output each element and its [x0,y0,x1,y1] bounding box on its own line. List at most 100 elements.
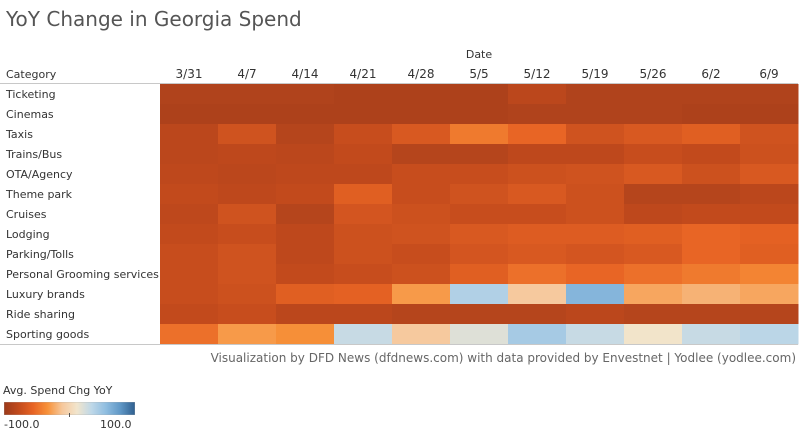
heatmap-cell [392,104,451,125]
y-tick-label: Personal Grooming services [6,268,159,281]
heatmap-cell [218,204,277,225]
heatmap-cell [334,124,393,145]
heatmap-cell [566,84,625,105]
heatmap-cell [682,264,741,285]
heatmap-cell [450,124,509,145]
heatmap-cell [450,144,509,165]
heatmap-cell [508,84,567,105]
heatmap-cell [276,144,335,165]
heatmap-cell [682,324,741,345]
heatmap-cell [276,244,335,265]
heatmap-cell [276,264,335,285]
heatmap-cell [160,204,219,225]
heatmap-cell [740,284,799,305]
heatmap-cell [334,244,393,265]
heatmap-cell [450,224,509,245]
heatmap-cell [624,124,683,145]
heatmap-cell [334,184,393,205]
heatmap-cell [624,164,683,185]
y-tick-label: Ticketing [5,88,56,101]
heatmap-cell [740,264,799,285]
heatmap-cell [392,144,451,165]
x-tick-label: 6/9 [759,67,778,81]
y-tick-label: Cinemas [6,108,54,121]
heatmap-cell [566,144,625,165]
heatmap-cell [624,84,683,105]
heatmap-cell [740,84,799,105]
y-tick-label: Trains/Bus [5,148,62,161]
heatmap-cell [508,124,567,145]
heatmap-cell [276,304,335,325]
heatmap-cell [566,164,625,185]
heatmap-cell [276,204,335,225]
heatmap-cell [392,284,451,305]
heatmap-cell [624,104,683,125]
heatmap-cell [392,324,451,345]
heatmap-cell [740,304,799,325]
heatmap-cell [160,124,219,145]
heatmap-cell [566,104,625,125]
y-tick-label: Lodging [6,228,50,241]
heatmap-cell [740,184,799,205]
heatmap-cell [160,84,219,105]
heatmap-cell [682,244,741,265]
heatmap-cell [160,144,219,165]
heatmap-cell [508,164,567,185]
heatmap-cell [682,124,741,145]
y-tick-label: OTA/Agency [6,168,73,181]
y-tick-label: Taxis [5,128,33,141]
heatmap-cell [160,324,219,345]
heatmap-chart: Date Category 3/31 4/7 4/14 4/21 4/28 5/5 5/12 5/… [0,48,799,345]
heatmap-cell [508,144,567,165]
x-tick-label: 4/14 [292,67,319,81]
heatmap-cell [566,204,625,225]
heatmap-cell [392,264,451,285]
heatmap-cell [566,184,625,205]
heatmap-cell [218,124,277,145]
heatmap-cell [218,144,277,165]
heatmap-cell [276,164,335,185]
heatmap-cell [334,284,393,305]
y-tick-label: Parking/Tolls [6,248,74,261]
heatmap-cell [218,284,277,305]
heatmap-cell [334,224,393,245]
heatmap-cell [160,284,219,305]
heatmap-cell [682,284,741,305]
heatmap-cell [450,164,509,185]
heatmap-cell [740,104,799,125]
heatmap-cell [392,204,451,225]
heatmap-cell [334,164,393,185]
heatmap-cell [218,244,277,265]
heatmap-cell [160,224,219,245]
heatmap-cell [566,224,625,245]
heatmap-cell [392,304,451,325]
heatmap-cell [624,224,683,245]
heatmap-cell [276,224,335,245]
heatmap-cell [450,104,509,125]
legend-max-label: 100.0 [100,418,132,431]
heatmap-cell [450,284,509,305]
x-tick-label: 5/5 [469,67,488,81]
heatmap-cell [682,304,741,325]
chart-title: YoY Change in Georgia Spend [6,7,302,31]
heatmap-cell [334,144,393,165]
heatmap-cell [740,144,799,165]
y-tick-label: Ride sharing [6,308,75,321]
heatmap-cell [682,164,741,185]
heatmap-cell [624,244,683,265]
heatmap-cell [160,184,219,205]
legend-zero-tick [69,413,70,417]
heatmap-cell [566,304,625,325]
x-tick-label: 6/2 [701,67,720,81]
heatmap-cell [508,324,567,345]
heatmap-cell [392,124,451,145]
heatmap-cell [624,204,683,225]
heatmap-cell [276,184,335,205]
legend-min-label: -100.0 [4,418,40,431]
heatmap-cell [160,244,219,265]
heatmap-cell [392,224,451,245]
x-tick-label: 5/12 [524,67,551,81]
heatmap-cell [160,164,219,185]
x-tick-label: 4/21 [350,67,377,81]
heatmap-cell [334,84,393,105]
